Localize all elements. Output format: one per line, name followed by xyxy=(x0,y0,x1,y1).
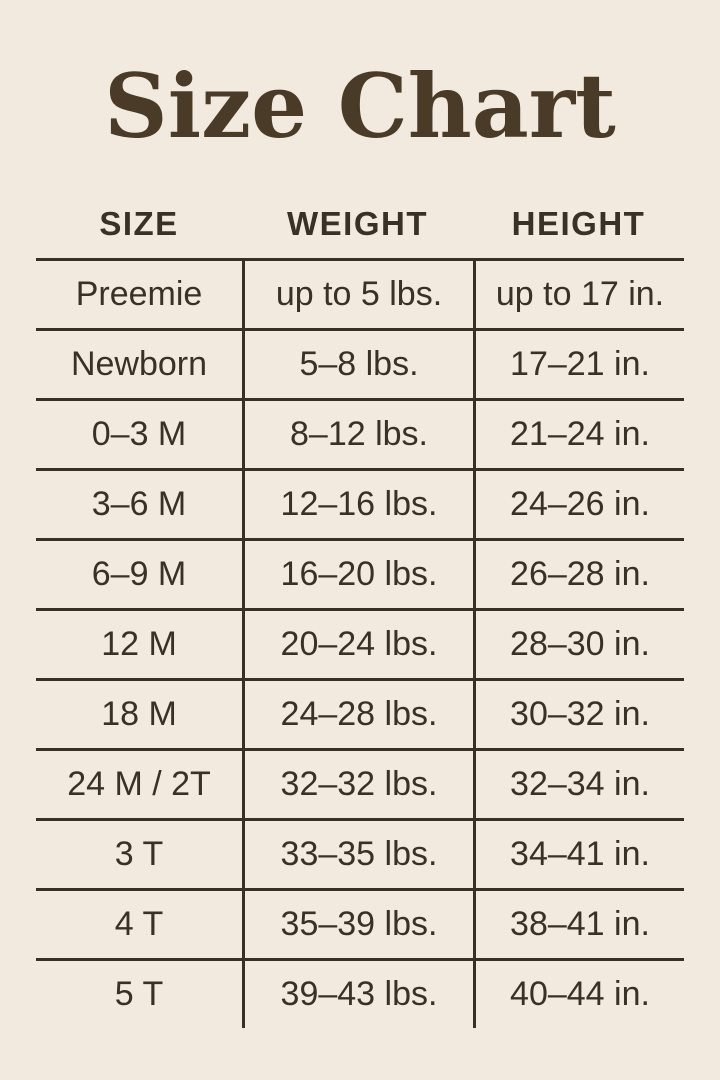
height-cell: 34–41 in. xyxy=(473,821,684,888)
table-row: 3 T 33–35 lbs. 34–41 in. xyxy=(36,821,684,891)
table-row: Preemie up to 5 lbs. up to 17 in. xyxy=(36,261,684,331)
height-cell: 32–34 in. xyxy=(473,751,684,818)
size-cell: 4 T xyxy=(114,905,164,943)
height-cell: 21–24 in. xyxy=(473,401,684,468)
weight-cell: 20–24 lbs. xyxy=(242,611,473,678)
weight-cell: 5–8 lbs. xyxy=(242,331,473,398)
weight-cell: 8–12 lbs. xyxy=(242,401,473,468)
height-cell: 24–26 in. xyxy=(473,471,684,538)
header-size: SIZE xyxy=(99,205,179,242)
weight-cell: up to 5 lbs. xyxy=(242,261,473,328)
table-row: 5 T 39–43 lbs. 40–44 in. xyxy=(36,961,684,1028)
size-cell: 24 M / 2T xyxy=(67,765,211,803)
weight-cell: 32–32 lbs. xyxy=(242,751,473,818)
weight-cell: 16–20 lbs. xyxy=(242,541,473,608)
table-body: Preemie up to 5 lbs. up to 17 in. Newbor… xyxy=(36,258,684,1028)
height-cell: 30–32 in. xyxy=(473,681,684,748)
table-row: 4 T 35–39 lbs. 38–41 in. xyxy=(36,891,684,961)
table-row: Newborn 5–8 lbs. 17–21 in. xyxy=(36,331,684,401)
height-cell: 26–28 in. xyxy=(473,541,684,608)
weight-cell: 35–39 lbs. xyxy=(242,891,473,958)
height-cell: 17–21 in. xyxy=(473,331,684,398)
size-cell: 3 T xyxy=(114,835,164,873)
header-weight: WEIGHT xyxy=(287,205,428,242)
height-cell: 28–30 in. xyxy=(473,611,684,678)
size-cell: 5 T xyxy=(114,975,164,1013)
size-cell: 6–9 M xyxy=(91,555,187,593)
header-height: HEIGHT xyxy=(511,205,646,242)
size-cell: Newborn xyxy=(70,345,208,383)
table-row: 0–3 M 8–12 lbs. 21–24 in. xyxy=(36,401,684,471)
weight-cell: 33–35 lbs. xyxy=(242,821,473,888)
size-cell: 12 M xyxy=(101,625,177,663)
table-row: 24 M / 2T 32–32 lbs. 32–34 in. xyxy=(36,751,684,821)
size-cell: 0–3 M xyxy=(91,415,187,453)
size-cell: Preemie xyxy=(75,275,203,313)
table-row: 3–6 M 12–16 lbs. 24–26 in. xyxy=(36,471,684,541)
size-cell: 18 M xyxy=(101,695,177,733)
size-cell: 3–6 M xyxy=(91,485,187,523)
height-cell: 38–41 in. xyxy=(473,891,684,958)
table-row: 12 M 20–24 lbs. 28–30 in. xyxy=(36,611,684,681)
table-row: 6–9 M 16–20 lbs. 26–28 in. xyxy=(36,541,684,611)
weight-cell: 12–16 lbs. xyxy=(242,471,473,538)
table-header-row: SIZE WEIGHT HEIGHT xyxy=(36,190,684,258)
size-chart-table: SIZE WEIGHT HEIGHT Preemie up to 5 lbs. … xyxy=(36,190,684,1028)
weight-cell: 24–28 lbs. xyxy=(242,681,473,748)
table-row: 18 M 24–28 lbs. 30–32 in. xyxy=(36,681,684,751)
height-cell: 40–44 in. xyxy=(473,961,684,1028)
weight-cell: 39–43 lbs. xyxy=(242,961,473,1028)
height-cell: up to 17 in. xyxy=(473,261,684,328)
page-title: Size Chart xyxy=(104,54,616,158)
